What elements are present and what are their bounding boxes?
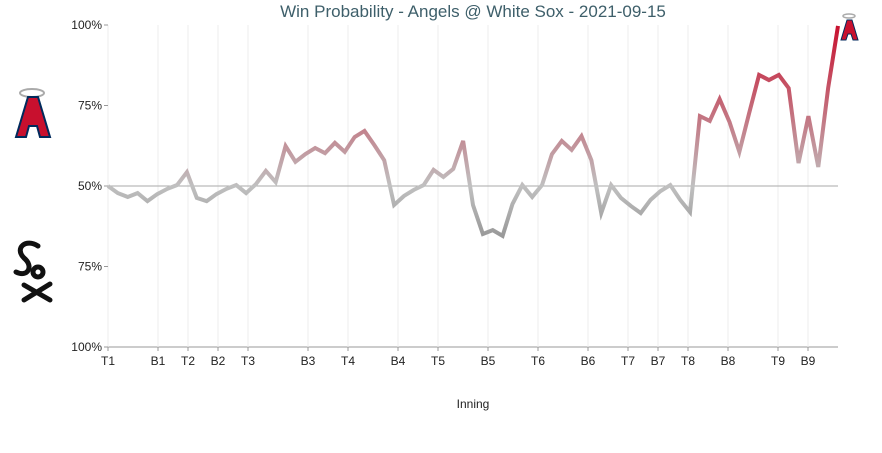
x-tick-label: T9 [771, 354, 785, 368]
x-tick-label: B8 [721, 354, 736, 368]
x-tick-label: T1 [101, 354, 115, 368]
chart-title: Win Probability - Angels @ White Sox - 2… [280, 2, 666, 21]
x-tick-label: T3 [241, 354, 255, 368]
x-tick-label: T4 [341, 354, 355, 368]
x-tick-label: B4 [391, 354, 406, 368]
y-tick-label: 75% [78, 260, 102, 274]
angels-logo-small [840, 13, 859, 41]
white-sox-logo [13, 240, 53, 303]
y-tick-label: 100% [71, 340, 102, 354]
x-tick-label: B2 [211, 354, 226, 368]
x-tick-label: T7 [621, 354, 635, 368]
win-probability-line [106, 25, 840, 239]
y-tick-label: 100% [71, 18, 102, 32]
x-tick-label: B1 [151, 354, 166, 368]
angels-logo [14, 88, 52, 138]
x-axis-label: Inning [457, 397, 490, 411]
y-tick-label: 50% [78, 179, 102, 193]
x-tick-label: T2 [181, 354, 195, 368]
x-tick-label: T6 [531, 354, 545, 368]
x-tick-label: B3 [301, 354, 316, 368]
x-tick-label: B5 [481, 354, 496, 368]
x-tick-label: T8 [681, 354, 695, 368]
x-tick-label: B6 [581, 354, 596, 368]
x-tick-label: B9 [801, 354, 816, 368]
x-tick-label: B7 [651, 354, 666, 368]
x-tick-label: T5 [431, 354, 445, 368]
y-tick-label: 75% [78, 99, 102, 113]
